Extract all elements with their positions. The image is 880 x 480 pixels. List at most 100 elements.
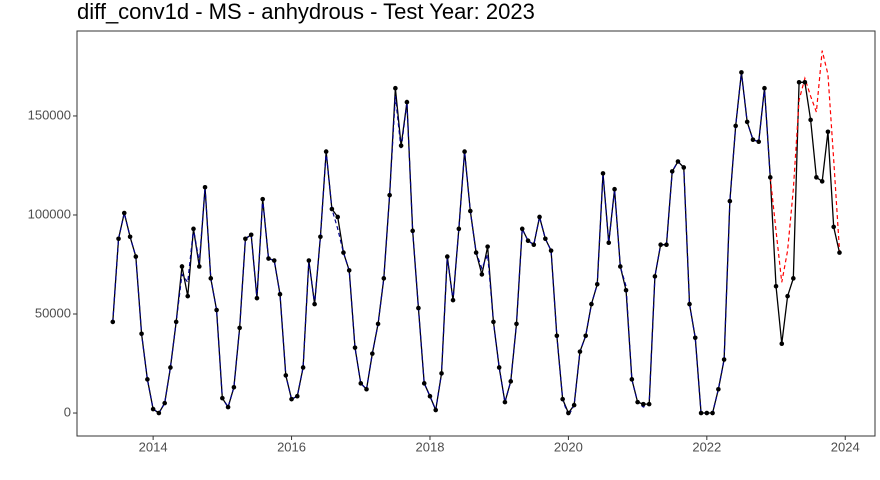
data-point bbox=[173, 319, 179, 325]
x-tick-label: 2014 bbox=[139, 439, 168, 454]
data-point bbox=[162, 400, 167, 406]
data-point bbox=[548, 248, 554, 253]
data-point bbox=[791, 276, 796, 281]
data-point bbox=[468, 208, 473, 214]
data-point bbox=[150, 406, 156, 412]
data-point bbox=[214, 307, 219, 313]
x-tick-label: 2018 bbox=[416, 439, 445, 454]
data-point bbox=[444, 254, 450, 259]
x-tick-label: 2024 bbox=[831, 439, 860, 454]
data-point bbox=[618, 264, 623, 269]
chart-title: diff_conv1d - MS - anhydrous - Test Year… bbox=[77, 0, 535, 24]
data-point bbox=[306, 258, 312, 263]
data-point bbox=[756, 139, 762, 145]
data-point bbox=[318, 234, 323, 240]
data-point bbox=[260, 196, 265, 202]
data-point bbox=[266, 256, 271, 261]
data-point bbox=[208, 276, 214, 281]
data-point bbox=[635, 399, 640, 405]
data-point bbox=[710, 410, 715, 416]
data-point bbox=[496, 365, 502, 370]
series-line bbox=[112, 72, 841, 415]
data-point bbox=[519, 226, 525, 232]
data-point bbox=[358, 381, 364, 386]
data-point bbox=[814, 175, 819, 180]
data-point bbox=[237, 325, 242, 331]
data-point bbox=[156, 410, 162, 416]
data-point bbox=[145, 377, 150, 382]
data-point bbox=[485, 244, 490, 249]
data-point bbox=[231, 384, 237, 390]
data-point bbox=[825, 129, 831, 135]
data-point bbox=[675, 159, 681, 164]
data-point bbox=[479, 272, 485, 277]
data-point bbox=[127, 234, 133, 240]
data-point bbox=[191, 226, 196, 232]
data-point bbox=[283, 373, 289, 378]
data-point bbox=[785, 293, 790, 299]
y-tick-label: 100000 bbox=[28, 206, 71, 221]
data-point bbox=[779, 341, 785, 347]
data-point bbox=[664, 242, 669, 247]
y-tick-label: 150000 bbox=[28, 107, 71, 122]
data-point bbox=[831, 224, 836, 230]
data-point bbox=[473, 250, 479, 255]
data-point bbox=[716, 386, 721, 392]
data-point bbox=[133, 254, 139, 259]
data-point bbox=[110, 319, 116, 325]
data-point bbox=[421, 381, 427, 386]
data-point bbox=[514, 321, 519, 327]
data-point bbox=[767, 175, 773, 180]
data-point bbox=[168, 365, 173, 370]
data-point bbox=[271, 258, 277, 263]
data-point bbox=[606, 240, 612, 246]
data-point bbox=[600, 171, 606, 176]
data-point bbox=[225, 404, 231, 410]
data-point bbox=[248, 232, 254, 238]
data-point bbox=[531, 242, 537, 247]
data-point bbox=[346, 268, 352, 273]
data-point bbox=[773, 283, 779, 289]
data-point bbox=[721, 357, 727, 362]
x-tick-label: 2020 bbox=[554, 439, 583, 454]
data-point bbox=[641, 401, 646, 407]
data-point bbox=[185, 293, 191, 299]
data-point bbox=[560, 396, 565, 402]
data-point bbox=[554, 333, 560, 339]
data-point bbox=[704, 410, 710, 416]
data-point bbox=[196, 264, 202, 269]
data-point bbox=[658, 242, 663, 247]
data-point bbox=[375, 321, 381, 327]
data-point bbox=[583, 333, 588, 339]
data-point bbox=[312, 301, 317, 307]
data-point bbox=[341, 250, 346, 255]
data-point bbox=[577, 349, 583, 354]
data-point bbox=[300, 365, 306, 370]
data-point bbox=[381, 276, 387, 281]
data-point bbox=[294, 393, 300, 399]
data-point bbox=[404, 99, 410, 105]
data-point bbox=[739, 70, 744, 75]
y-tick-label: 50000 bbox=[35, 305, 71, 320]
data-point bbox=[623, 287, 629, 293]
data-point bbox=[220, 395, 225, 401]
data-point bbox=[819, 179, 825, 184]
data-point bbox=[802, 79, 808, 85]
data-point bbox=[410, 228, 415, 234]
data-point bbox=[277, 291, 283, 297]
data-point bbox=[462, 149, 467, 154]
data-point bbox=[750, 137, 756, 143]
data-point bbox=[612, 186, 617, 192]
data-point bbox=[433, 407, 439, 413]
data-point bbox=[502, 399, 508, 405]
data-point bbox=[589, 301, 594, 307]
plot-panel bbox=[76, 30, 876, 437]
x-tick-label: 2016 bbox=[277, 439, 306, 454]
data-point bbox=[116, 236, 121, 242]
data-point bbox=[508, 379, 514, 384]
data-point bbox=[727, 198, 733, 204]
data-point bbox=[329, 206, 335, 212]
data-point bbox=[669, 169, 675, 174]
